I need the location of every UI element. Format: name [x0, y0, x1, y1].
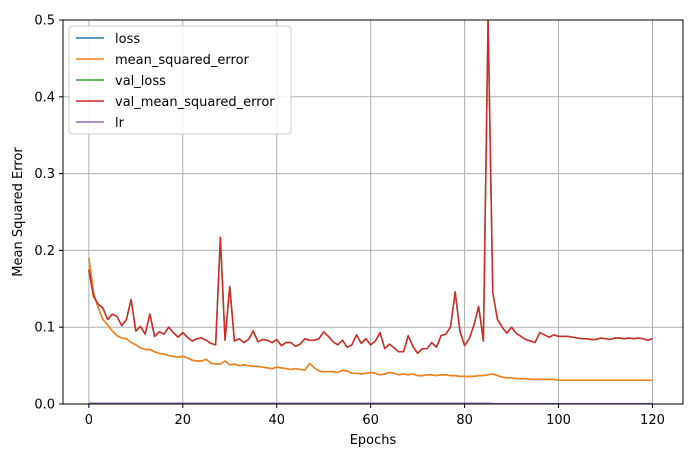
legend-label: mean_squared_error	[115, 53, 250, 68]
legend-entry: val_loss	[76, 74, 166, 89]
x-tick-label: 120	[640, 413, 665, 428]
x-tick-label: 20	[174, 413, 191, 428]
x-tick-label: 80	[456, 413, 473, 428]
legend-label: val_mean_squared_error	[115, 95, 275, 110]
legend-entry: lr	[76, 116, 125, 131]
x-tick-label: 0	[85, 413, 93, 428]
legend-entry: mean_squared_error	[76, 53, 250, 68]
plot-frame	[62, 19, 684, 405]
y-tick-label: 0.3	[34, 167, 55, 182]
y-tick-label: 0.2	[34, 244, 55, 259]
x-axis-label: Epochs	[350, 433, 397, 448]
series-line-mean-squared-error	[88, 257, 653, 381]
y-tick-label: 0.1	[34, 321, 55, 336]
legend-entry: val_mean_squared_error	[76, 95, 275, 110]
legend-label: val_loss	[115, 74, 166, 89]
x-tick-label: 100	[546, 413, 571, 428]
series-line-val-mean-squared-error	[88, 20, 653, 355]
x-tick-label: 40	[268, 413, 285, 428]
legend-box	[68, 25, 292, 135]
y-tick-label: 0.0	[34, 398, 55, 413]
series-layer	[88, 20, 653, 404]
legend-label: lr	[115, 116, 125, 131]
x-tick-label: 60	[362, 413, 379, 428]
axes-border	[62, 19, 684, 405]
axis-ticks: 0 20 40 60 80 100 120 0.0 0.1 0.2 0.3 0.4 0.5	[34, 14, 665, 429]
y-tick-label: 0.4	[34, 90, 55, 105]
y-axis-label: Mean Squared Error	[11, 147, 26, 277]
legend-label: loss	[115, 32, 140, 47]
legend-entry: loss	[76, 32, 140, 47]
y-tick-label: 0.5	[34, 14, 55, 29]
legend: loss mean_squared_error val_loss val_mean_s…	[68, 25, 292, 135]
